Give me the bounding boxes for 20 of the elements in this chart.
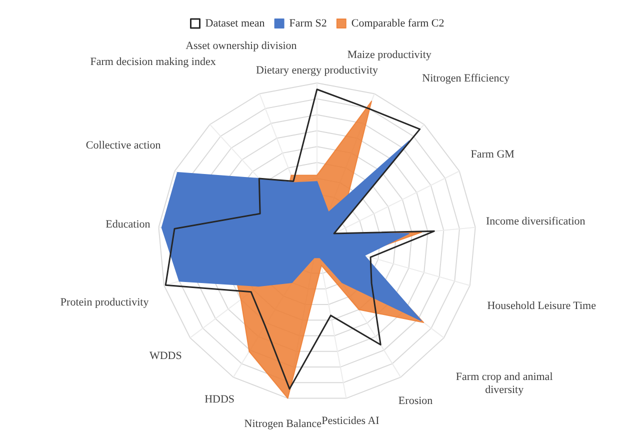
- spoke-label: HDDS: [204, 393, 235, 406]
- spoke-label: Erosion: [398, 395, 434, 408]
- spoke-label: Maize productivity: [347, 49, 432, 62]
- spoke-label: Farm crop and animal diversity: [456, 370, 553, 396]
- legend-label: Farm S2: [289, 17, 327, 30]
- spoke-label: Education: [106, 218, 151, 230]
- spoke-label: Nitrogen Efficiency: [422, 72, 510, 85]
- legend-label: Dataset mean: [205, 17, 266, 30]
- spoke-label: Collective action: [86, 139, 162, 152]
- spoke-label: Household Leisure Time: [487, 300, 596, 312]
- spoke-label: Protein productivity: [60, 296, 150, 308]
- spoke-label: Dietary energy productivity: [256, 64, 378, 76]
- spoke-label: Asset ownership division: [186, 40, 298, 52]
- legend-label: Comparable farm C2: [351, 17, 444, 30]
- spoke-label: Pesticides AI: [322, 414, 380, 427]
- spoke-label: WDDS: [149, 350, 182, 362]
- spoke-label: Farm GM: [470, 148, 515, 160]
- spoke-label: Farm decision making index: [90, 56, 216, 68]
- spoke-label: Income diversification: [486, 216, 586, 228]
- spoke-label: Nitrogen Balance: [244, 418, 322, 430]
